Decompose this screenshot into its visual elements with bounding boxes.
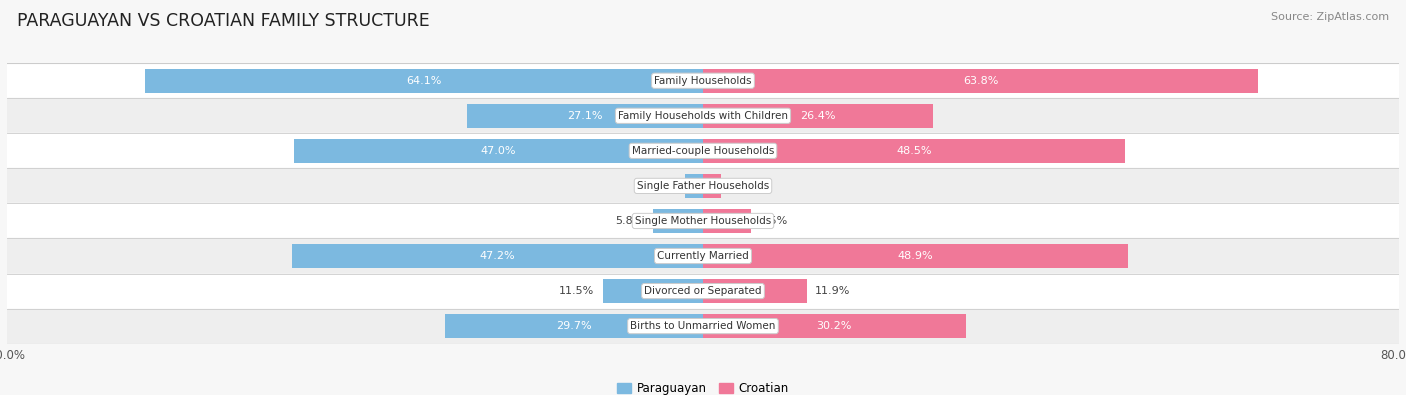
Text: 5.5%: 5.5% (759, 216, 787, 226)
Bar (7, 273, 1399, 308)
Text: 48.9%: 48.9% (898, 251, 934, 261)
Bar (7, 239, 1399, 273)
Text: Single Father Households: Single Father Households (637, 181, 769, 191)
Text: 47.2%: 47.2% (479, 251, 516, 261)
Bar (444, 314, 703, 338)
Bar (7, 63, 1399, 98)
Bar (7, 98, 1399, 133)
Bar (703, 139, 1125, 163)
Bar (7, 134, 1399, 168)
Bar (703, 209, 751, 233)
Bar (703, 279, 807, 303)
Text: 11.5%: 11.5% (560, 286, 595, 296)
Text: Single Mother Households: Single Mother Households (636, 216, 770, 226)
Text: 5.8%: 5.8% (616, 216, 644, 226)
Bar (703, 314, 966, 338)
Text: 2.1%: 2.1% (648, 181, 676, 191)
Bar (603, 279, 703, 303)
Bar (292, 244, 703, 268)
Bar (467, 104, 703, 128)
Text: 64.1%: 64.1% (406, 76, 441, 86)
Text: 30.2%: 30.2% (817, 321, 852, 331)
Text: 48.5%: 48.5% (896, 146, 932, 156)
Text: 11.9%: 11.9% (815, 286, 851, 296)
Bar (703, 244, 1129, 268)
Bar (703, 174, 721, 198)
Bar (7, 308, 1399, 344)
Bar (294, 139, 703, 163)
Bar (703, 104, 932, 128)
Text: Source: ZipAtlas.com: Source: ZipAtlas.com (1271, 12, 1389, 22)
Bar (7, 168, 1399, 203)
Text: 29.7%: 29.7% (555, 321, 592, 331)
Text: Births to Unmarried Women: Births to Unmarried Women (630, 321, 776, 331)
Text: Family Households: Family Households (654, 76, 752, 86)
Text: 2.1%: 2.1% (730, 181, 758, 191)
Text: 27.1%: 27.1% (568, 111, 603, 121)
Bar (652, 209, 703, 233)
Text: Currently Married: Currently Married (657, 251, 749, 261)
Bar (685, 174, 703, 198)
Text: Family Households with Children: Family Households with Children (619, 111, 787, 121)
Bar (703, 69, 1258, 93)
Text: Divorced or Separated: Divorced or Separated (644, 286, 762, 296)
Text: 26.4%: 26.4% (800, 111, 835, 121)
Bar (145, 69, 703, 93)
Bar (7, 203, 1399, 239)
Legend: Paraguayan, Croatian: Paraguayan, Croatian (612, 377, 794, 395)
Text: 63.8%: 63.8% (963, 76, 998, 86)
Text: 47.0%: 47.0% (481, 146, 516, 156)
Text: PARAGUAYAN VS CROATIAN FAMILY STRUCTURE: PARAGUAYAN VS CROATIAN FAMILY STRUCTURE (17, 12, 430, 30)
Text: Married-couple Households: Married-couple Households (631, 146, 775, 156)
